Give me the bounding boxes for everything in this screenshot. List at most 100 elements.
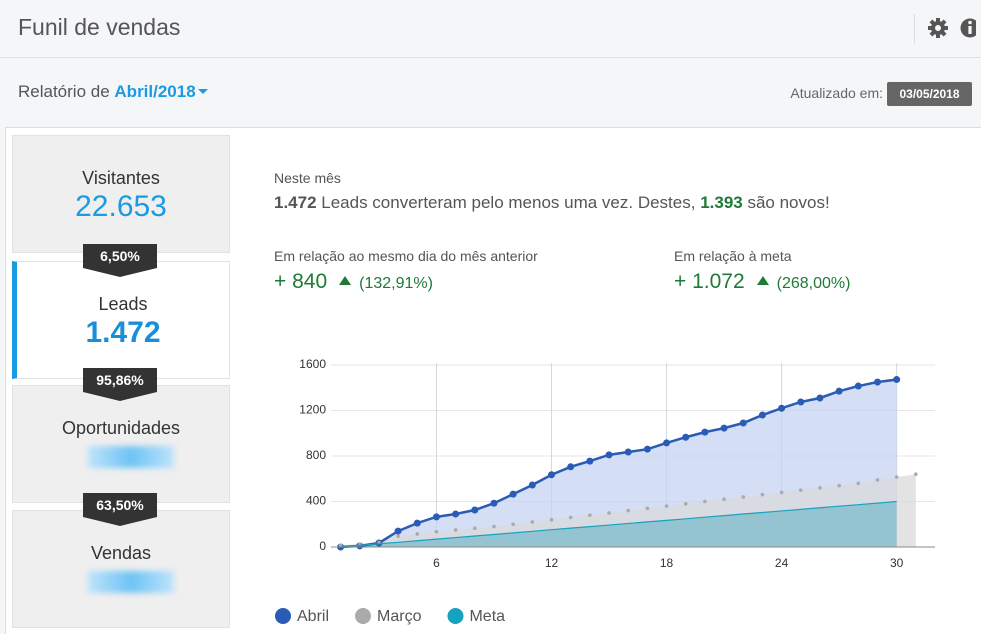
stage-name: Leads: [98, 294, 148, 314]
comparison-value: + 840 (132,91%): [274, 270, 433, 294]
point: [432, 513, 440, 521]
funnel-stage[interactable]: Leads 1.472: [12, 261, 230, 379]
summary-heading: Neste mês: [274, 170, 341, 186]
point: [471, 506, 479, 514]
point: [338, 543, 343, 548]
point: [720, 424, 728, 432]
separator: [0, 57, 981, 58]
point: [760, 492, 765, 497]
point: [645, 506, 650, 511]
legend-swatch: [275, 608, 291, 624]
stage-name: Visitantes: [82, 168, 160, 188]
point: [643, 445, 651, 453]
point: [798, 488, 803, 492]
point: [873, 378, 881, 386]
legend-label: Março: [377, 608, 422, 625]
legend-swatch: [355, 608, 372, 624]
percent: (268,00%): [776, 275, 851, 292]
point: [605, 451, 613, 459]
y-tick-label: 1600: [299, 357, 326, 371]
point: [394, 527, 402, 535]
point: [914, 472, 918, 477]
point: [509, 490, 517, 498]
up-arrow: [339, 276, 352, 285]
stage-name: Oportunidades: [61, 418, 181, 438]
stage-value: 1.472: [85, 316, 161, 349]
point: [586, 457, 594, 465]
up-arrow: [756, 276, 769, 285]
point: [528, 481, 536, 489]
updated-date: 03/05/2018: [887, 82, 972, 106]
point: [567, 463, 575, 471]
info-icon[interactable]: [960, 18, 977, 38]
conversion-rate: 6,50%: [83, 244, 157, 277]
funnel-stage[interactable]: Visitantes 22.653: [12, 135, 230, 253]
conversion-rate: 63,50%: [83, 493, 157, 526]
delta: + 840: [274, 270, 328, 293]
point: [682, 433, 690, 441]
point: [894, 475, 899, 479]
point: [415, 532, 420, 536]
point: [511, 522, 515, 527]
point: [548, 471, 556, 479]
point: [856, 481, 861, 486]
legend-label: Abril: [297, 608, 329, 625]
point: [722, 497, 726, 502]
divider: [914, 14, 915, 44]
point: [683, 501, 688, 506]
summary-text: 1.472 Leads converteram pelo menos uma v…: [274, 193, 830, 213]
point: [453, 528, 458, 532]
funnel-stage[interactable]: Vendas: [12, 510, 230, 628]
conversion-rate: 95,86%: [83, 368, 157, 401]
point: [816, 394, 824, 402]
period-dropdown[interactable]: Abril/2018: [114, 82, 208, 101]
point: [779, 490, 784, 495]
point: [530, 520, 535, 524]
page-title: Funil de vendas: [18, 14, 181, 40]
point: [588, 513, 592, 517]
stage-name: Vendas: [90, 543, 152, 563]
x-tick-label: 12: [545, 556, 559, 570]
point: [797, 398, 805, 406]
point: [818, 486, 822, 490]
legend-swatch: [447, 608, 464, 624]
header-icons: [928, 18, 977, 38]
updated-label: Atualizado em:: [790, 85, 883, 101]
point: [452, 510, 460, 518]
point: [413, 519, 421, 527]
point: [854, 382, 862, 390]
new-count: 1.393: [700, 193, 743, 212]
caret: [197, 89, 208, 94]
point: [835, 387, 843, 395]
report-title: Relatório de Abril/2018: [18, 82, 208, 102]
point: [473, 526, 477, 531]
point: [396, 534, 400, 538]
comparison-value: + 1.072 (268,00%): [674, 270, 850, 294]
point: [703, 499, 707, 504]
report-label: Relatório de: [18, 82, 110, 101]
legend-label: Meta: [469, 608, 505, 625]
y-tick-label: 400: [306, 494, 326, 508]
point: [434, 529, 439, 534]
y-tick-label: 800: [306, 448, 326, 462]
comparison-label: Em relação ao mesmo dia do mês anterior: [274, 248, 538, 264]
point: [663, 439, 671, 447]
point: [549, 517, 554, 522]
hidden-value: [88, 571, 174, 593]
point: [664, 504, 669, 508]
point: [490, 499, 498, 507]
stage-value: 22.653: [75, 190, 167, 223]
comparison-label: Em relação à meta: [674, 248, 792, 264]
point: [893, 376, 901, 384]
point: [758, 411, 766, 419]
y-tick-label: 1200: [299, 403, 326, 417]
settings-icon[interactable]: [928, 18, 948, 38]
funnel-stage[interactable]: Oportunidades: [12, 385, 230, 503]
hidden-value: [88, 446, 174, 468]
point: [837, 483, 841, 488]
point: [624, 448, 632, 456]
summary-part: são novos!: [742, 193, 830, 212]
point: [626, 508, 631, 513]
